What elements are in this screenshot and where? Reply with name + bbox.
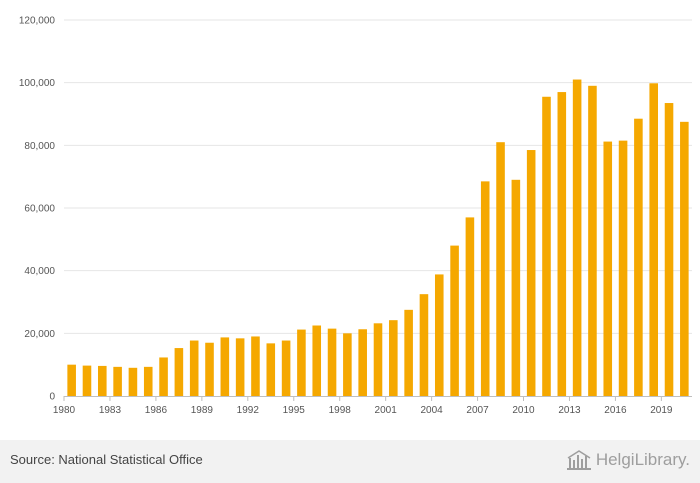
- brand-name: HelgiLibrary.: [596, 450, 690, 470]
- bar: [465, 217, 475, 396]
- bar: [542, 96, 551, 397]
- bar: [143, 366, 153, 396]
- y-tick-label: 0: [49, 392, 55, 403]
- bar: [588, 85, 597, 397]
- x-tick-label: 1980: [53, 405, 76, 416]
- bar: [603, 141, 613, 396]
- x-tick-label: 1989: [191, 405, 214, 416]
- bar: [220, 337, 230, 396]
- bar: [205, 342, 214, 396]
- library-icon: [566, 450, 591, 470]
- source-note: Source: National Statistical Office: [10, 452, 203, 467]
- bar: [159, 357, 168, 396]
- bar: [358, 329, 367, 396]
- y-tick-label: 40,000: [24, 266, 55, 277]
- bar: [343, 333, 352, 396]
- bar: [649, 83, 658, 396]
- bar: [98, 365, 107, 396]
- bar: [450, 245, 459, 396]
- bar-chart: 0 20,000 40,000 60,000 80,000 100,000 120,000 1…: [19, 16, 692, 416]
- bar: [281, 340, 291, 396]
- bar: [680, 121, 689, 396]
- x-tick-label: 2019: [650, 405, 673, 416]
- bar: [189, 340, 199, 396]
- x-tick-label: 2001: [375, 405, 398, 416]
- chart: 0 20,000 40,000 60,000 80,000 100,000 120,000 1…: [19, 16, 692, 416]
- bar: [67, 364, 76, 396]
- bar: [634, 118, 643, 396]
- x-tick-label: 1992: [237, 405, 260, 416]
- x-tick-label: 2016: [604, 405, 627, 416]
- y-tick-label: 60,000: [24, 204, 55, 215]
- bar: [174, 348, 184, 396]
- bar: [557, 92, 567, 397]
- x-tick-label: 2010: [512, 405, 535, 416]
- x-tick-label: 1983: [99, 405, 122, 416]
- x-tick-label: 1986: [145, 405, 168, 416]
- bar: [327, 328, 337, 396]
- y-tick-label: 100,000: [19, 78, 56, 89]
- footer: Source: National Statistical Office Helg…: [0, 440, 700, 483]
- x-tick-label: 1998: [329, 405, 352, 416]
- bar: [82, 365, 92, 396]
- bar: [404, 309, 413, 396]
- y-tick-label: 80,000: [24, 141, 55, 152]
- x-tick-label: 2004: [420, 405, 443, 416]
- bar: [389, 320, 398, 396]
- bar: [297, 329, 306, 396]
- bar: [434, 274, 444, 396]
- bar: [312, 325, 322, 396]
- x-tick-label: 2007: [466, 405, 489, 416]
- bar: [496, 142, 505, 396]
- x-tick-label: 2013: [558, 405, 581, 416]
- brand-logo[interactable]: HelgiLibrary.: [566, 449, 690, 471]
- brand-name-part1: Helgi: [595, 450, 635, 469]
- bar: [618, 140, 628, 396]
- bar: [266, 343, 276, 396]
- bar: [251, 336, 260, 396]
- bar: [526, 150, 536, 396]
- x-tick-label: 1995: [283, 405, 306, 416]
- bar: [480, 181, 490, 396]
- bar: [419, 294, 429, 396]
- y-tick-label: 120,000: [19, 16, 56, 27]
- bar: [235, 338, 245, 396]
- bar: [373, 323, 383, 396]
- bar: [128, 367, 138, 396]
- bar: [511, 179, 521, 396]
- bar: [664, 103, 674, 397]
- bar: [113, 366, 122, 396]
- y-tick-label: 20,000: [24, 329, 55, 340]
- bar: [572, 79, 582, 397]
- brand-name-part2: Library.: [634, 450, 690, 469]
